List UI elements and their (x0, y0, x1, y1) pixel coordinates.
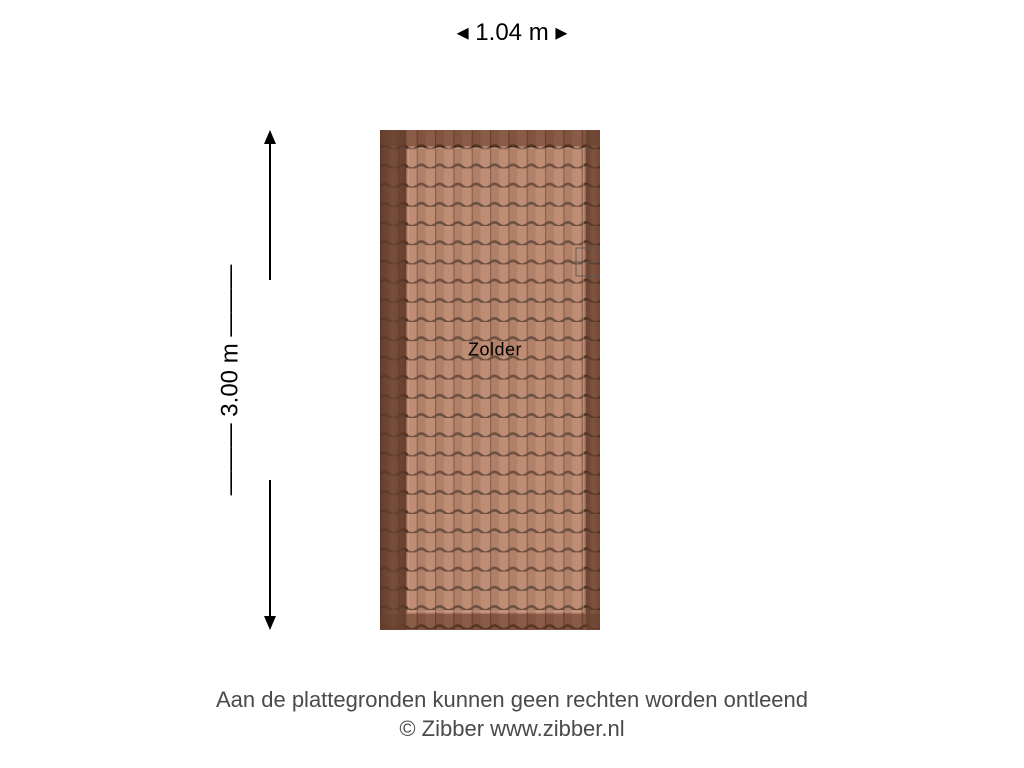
floorplan-canvas: ◂ 1.04 m ▸ ——— 3.00 m ——— (0, 0, 1024, 768)
height-value: 3.00 m (216, 343, 243, 416)
footer-line1: Aan de plattegronden kunnen geen rechten… (0, 685, 1024, 715)
dimension-height-label: ——— 3.00 m ——— (216, 265, 244, 496)
height-line-seg: ——— (216, 423, 243, 495)
dimension-height-wrap: ——— 3.00 m ——— (210, 130, 250, 630)
roof-plan (380, 130, 600, 630)
footer-disclaimer: Aan de plattegronden kunnen geen rechten… (0, 685, 1024, 744)
dimension-height-line (260, 130, 280, 630)
room-label-zolder: Zolder (468, 340, 522, 361)
height-line-seg: ——— (216, 265, 243, 337)
dimension-width-label: ◂ 1.04 m ▸ (0, 18, 1024, 47)
footer-line2: © Zibber www.zibber.nl (0, 714, 1024, 744)
